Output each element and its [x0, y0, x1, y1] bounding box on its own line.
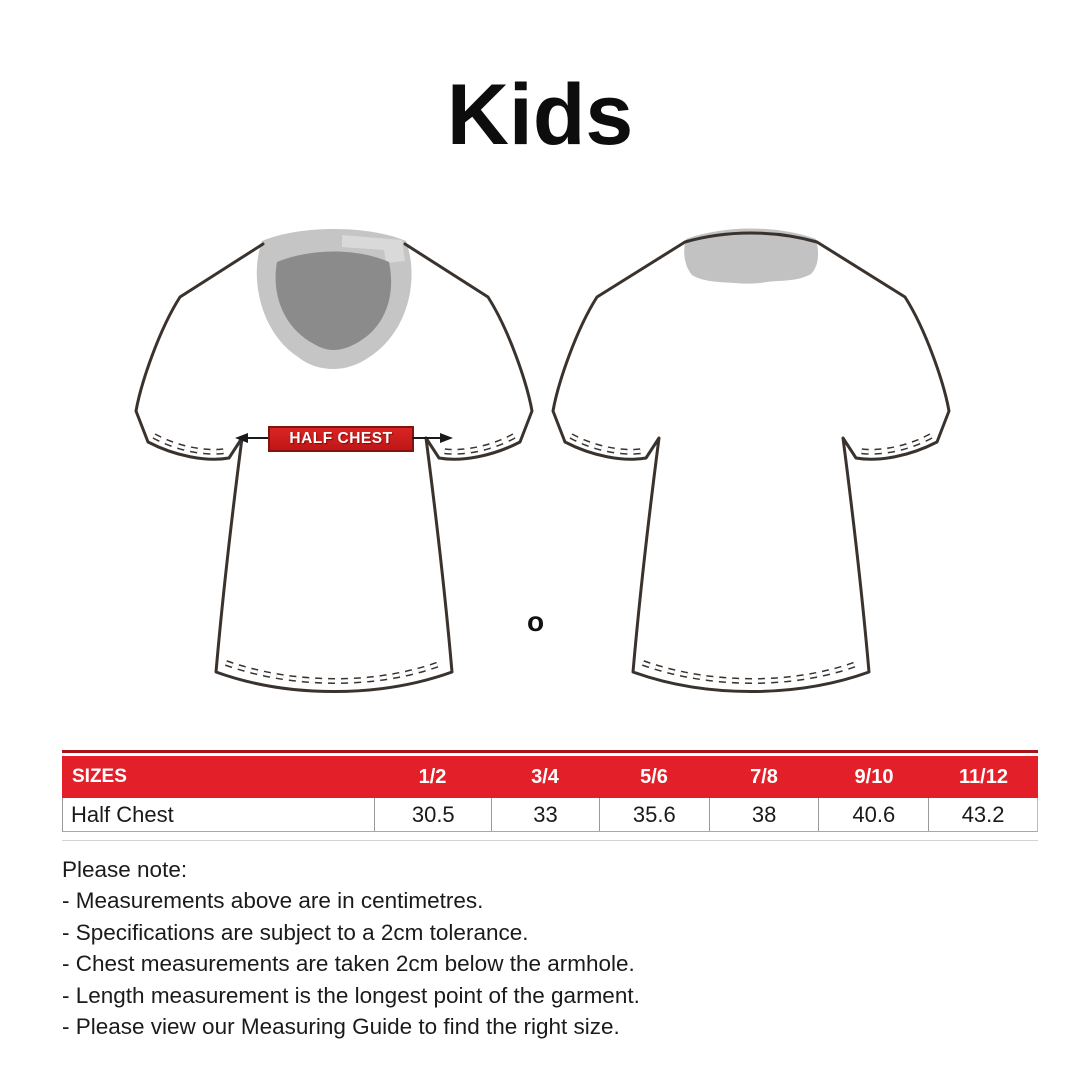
notes-heading: Please note:	[62, 857, 188, 882]
back-body-outline	[551, 231, 951, 693]
row-label-half-chest: Half Chest	[71, 801, 174, 827]
stray-o-glyph: o	[527, 606, 545, 637]
note-item: - Specifications are subject to a 2cm to…	[62, 919, 529, 945]
note-item: - Length measurement is the longest poin…	[62, 982, 640, 1008]
header-cell-size-1-2: 1/2	[418, 765, 447, 788]
value-cell: 33	[491, 798, 599, 831]
measure-arrowhead-left	[235, 433, 248, 443]
front-left-cuff-stitch-inner	[153, 434, 226, 454]
value-cell: 30.5	[374, 798, 491, 831]
value-cell: 35.6	[598, 798, 709, 831]
back-collar-band	[684, 228, 819, 284]
measure-arrow-line-right	[412, 437, 442, 439]
size-table: SIZES 1/2 3/4 5/6 7/8 9/10 11/12 Half Ch…	[62, 756, 1038, 832]
measure-arrowhead-right	[440, 433, 453, 443]
tshirt-back-illustration	[551, 228, 951, 693]
note-item: - Chest measurements are taken 2cm below…	[62, 951, 635, 977]
back-right-cuff-stitch-inner	[859, 434, 932, 454]
back-hem-stitch-inner	[642, 661, 860, 683]
front-body-outline	[134, 242, 534, 693]
header-cell-size-7-8: 7/8	[750, 765, 778, 788]
half-chest-measure-label: HALF CHEST	[268, 426, 414, 452]
note-item: - Please view our Measuring Guide to fin…	[62, 1014, 620, 1040]
header-cell-size-3-4: 3/4	[531, 765, 559, 788]
front-hem-stitch-inner	[225, 661, 443, 683]
value-cell: 43.2	[928, 798, 1037, 831]
notes-section: Please note: - Measurements above are in…	[62, 854, 640, 1042]
table-row: Half Chest 30.5 33 35.6 38 40.6 43.2	[62, 798, 1038, 832]
header-cell-size-5-6: 5/6	[640, 765, 668, 788]
value-cell: 40.6	[818, 798, 928, 831]
table-top-accent-line	[62, 750, 1038, 753]
front-right-cuff-stitch-inner	[442, 434, 515, 454]
header-cell-sizes: SIZES	[72, 766, 127, 787]
header-cell-size-9-10: 9/10	[854, 765, 894, 788]
back-left-cuff-stitch-inner	[570, 434, 643, 454]
measure-arrow-line-left	[246, 437, 270, 439]
header-cell-size-11-12: 11/12	[959, 765, 1008, 788]
note-item: - Measurements above are in centimetres.	[62, 888, 484, 914]
table-bottom-faint-line	[62, 840, 1038, 841]
front-collar-inner	[275, 251, 392, 350]
front-collar-highlight	[342, 235, 405, 263]
tshirt-front-illustration	[134, 229, 534, 693]
page-title: Kids	[446, 67, 634, 163]
size-table-header-row: SIZES 1/2 3/4 5/6 7/8 9/10 11/12	[62, 756, 1038, 798]
value-cell: 38	[708, 798, 819, 831]
